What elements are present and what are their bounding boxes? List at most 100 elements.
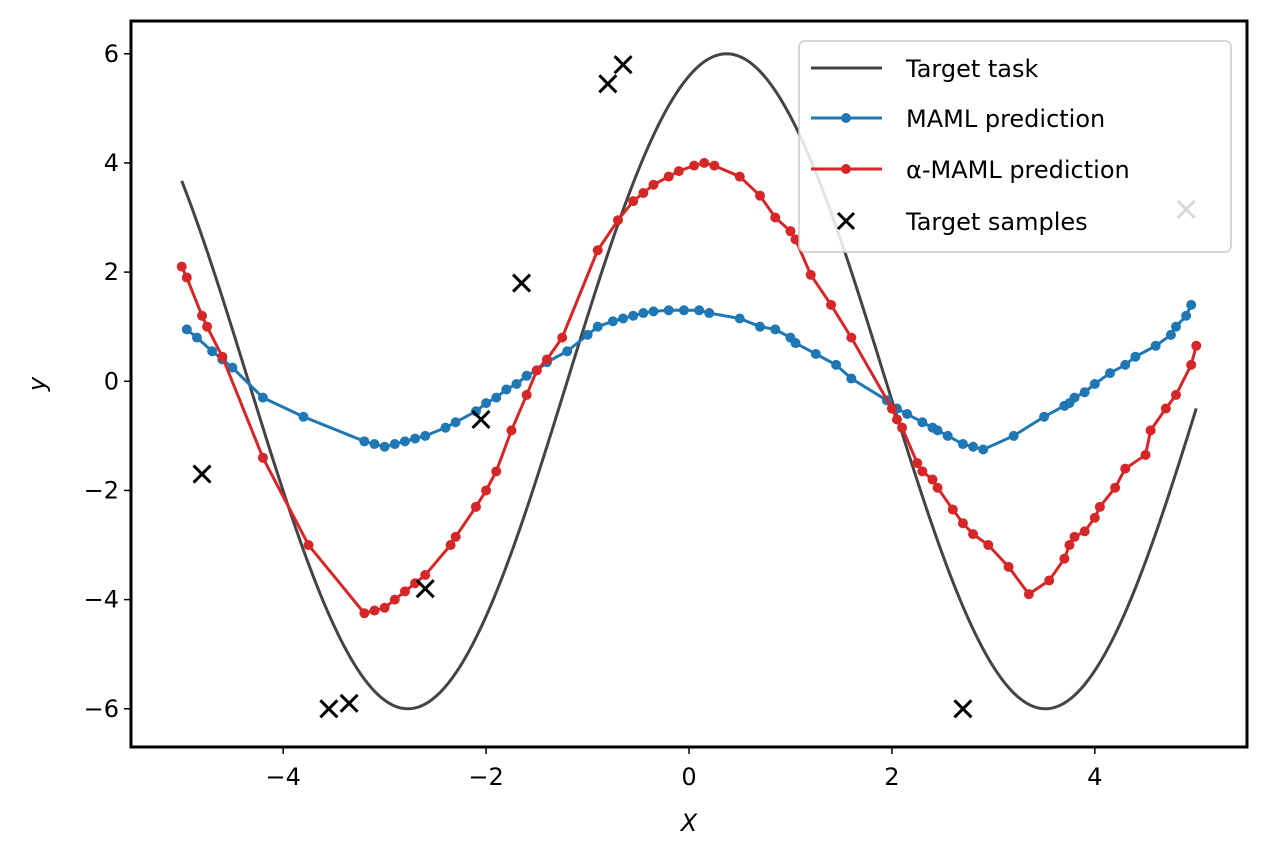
data-point-alpha-maml (481, 485, 492, 496)
legend-marker-target-samples (836, 211, 856, 231)
data-point-maml (379, 441, 390, 452)
data-point-alpha-maml (1044, 575, 1055, 586)
y-tick-label: −4 (84, 586, 119, 614)
data-point-alpha-maml (531, 365, 542, 376)
data-point-alpha-maml (1140, 449, 1151, 460)
data-point-alpha-maml (1089, 512, 1100, 523)
data-point-maml (1170, 321, 1181, 332)
data-point-alpha-maml (521, 389, 532, 400)
data-point-maml (902, 409, 913, 420)
legend-label-target-samples: Target samples (905, 208, 1088, 236)
data-point-alpha-maml (1064, 540, 1075, 551)
data-point-alpha-maml (176, 261, 187, 272)
data-point-alpha-maml (912, 458, 923, 469)
data-point-alpha-maml (638, 187, 649, 198)
data-point-maml (607, 316, 618, 327)
legend-marker-alpha-maml (841, 164, 851, 174)
data-point-alpha-maml (673, 166, 684, 177)
data-point-maml (298, 411, 309, 422)
data-point-alpha-maml (886, 403, 897, 414)
target-sample-marker (319, 699, 339, 719)
data-point-maml (592, 321, 603, 332)
target-sample-marker (953, 699, 973, 719)
x-axis-label: X (679, 809, 698, 837)
data-point-alpha-maml (420, 570, 431, 581)
data-point-alpha-maml (379, 602, 390, 613)
data-point-alpha-maml (541, 354, 552, 365)
data-point-maml (257, 392, 268, 403)
legend-label-maml: MAML prediction (906, 105, 1105, 133)
data-point-alpha-maml (197, 310, 208, 321)
data-point-alpha-maml (1079, 526, 1090, 537)
data-point-alpha-maml (709, 160, 720, 171)
data-point-alpha-maml (846, 332, 857, 343)
data-point-maml (618, 313, 629, 324)
x-tick-label: −4 (265, 763, 300, 791)
data-point-alpha-maml (689, 160, 700, 171)
data-point-maml (810, 348, 821, 359)
target-sample-marker (339, 693, 359, 713)
data-point-maml (1186, 299, 1197, 310)
data-point-maml (755, 321, 766, 332)
y-tick-label: −6 (84, 695, 119, 723)
data-point-maml (1120, 359, 1131, 370)
data-point-alpha-maml (1059, 553, 1070, 564)
target-sample-marker (471, 409, 491, 430)
data-point-maml (1069, 392, 1080, 403)
data-point-alpha-maml (1069, 531, 1080, 542)
data-point-alpha-maml (826, 299, 837, 310)
data-point-alpha-maml (389, 594, 400, 605)
series-line-target-task (180, 52, 1198, 711)
data-point-alpha-maml (506, 425, 517, 436)
data-point-alpha-maml (1094, 501, 1105, 512)
data-point-alpha-maml (891, 414, 902, 425)
data-point-alpha-maml (790, 234, 801, 245)
y-axis-label: y (23, 376, 51, 392)
data-point-alpha-maml (968, 529, 979, 540)
data-point-alpha-maml (592, 245, 603, 256)
data-point-maml (582, 329, 593, 340)
data-point-alpha-maml (202, 321, 213, 332)
data-point-alpha-maml (1110, 482, 1121, 493)
data-point-alpha-maml (917, 466, 928, 477)
data-point-alpha-maml (663, 171, 674, 182)
y-tick-label: 6 (104, 40, 119, 68)
data-point-alpha-maml (755, 190, 766, 201)
y-tick-label: 2 (104, 258, 119, 286)
data-point-maml (1089, 379, 1100, 389)
data-point-alpha-maml (1170, 389, 1181, 400)
data-point-maml (790, 338, 801, 349)
data-point-alpha-maml (445, 540, 456, 551)
data-point-maml (932, 425, 943, 436)
data-point-alpha-maml (450, 531, 461, 542)
data-point-maml (628, 310, 639, 321)
data-point-maml (481, 398, 492, 409)
data-point-alpha-maml (957, 518, 968, 529)
data-point-maml (399, 436, 410, 447)
data-point-alpha-maml (1120, 463, 1131, 474)
target-sample-marker (192, 464, 212, 484)
data-point-maml (1105, 368, 1116, 379)
x-tick-label: 0 (681, 763, 696, 791)
data-point-maml (227, 362, 238, 373)
legend-label-alpha-maml: α-MAML prediction (906, 156, 1130, 184)
data-point-alpha-maml (1023, 589, 1034, 600)
y-tick-label: 4 (104, 149, 119, 177)
legend-box (798, 40, 1232, 253)
data-point-alpha-maml (785, 226, 796, 237)
data-point-maml (968, 441, 979, 452)
data-point-alpha-maml (612, 215, 623, 226)
data-point-alpha-maml (770, 212, 781, 223)
data-point-alpha-maml (399, 586, 410, 597)
data-point-alpha-maml (1145, 425, 1156, 436)
data-point-alpha-maml (1186, 359, 1197, 370)
x-tick-label: 2 (884, 763, 899, 791)
data-point-alpha-maml (1160, 403, 1171, 414)
data-point-maml (978, 444, 989, 455)
data-point-alpha-maml (303, 540, 314, 551)
legend-label-target-task: Target task (905, 55, 1039, 83)
data-point-maml (501, 384, 512, 395)
data-point-maml (734, 313, 745, 324)
data-point-maml (678, 305, 689, 316)
